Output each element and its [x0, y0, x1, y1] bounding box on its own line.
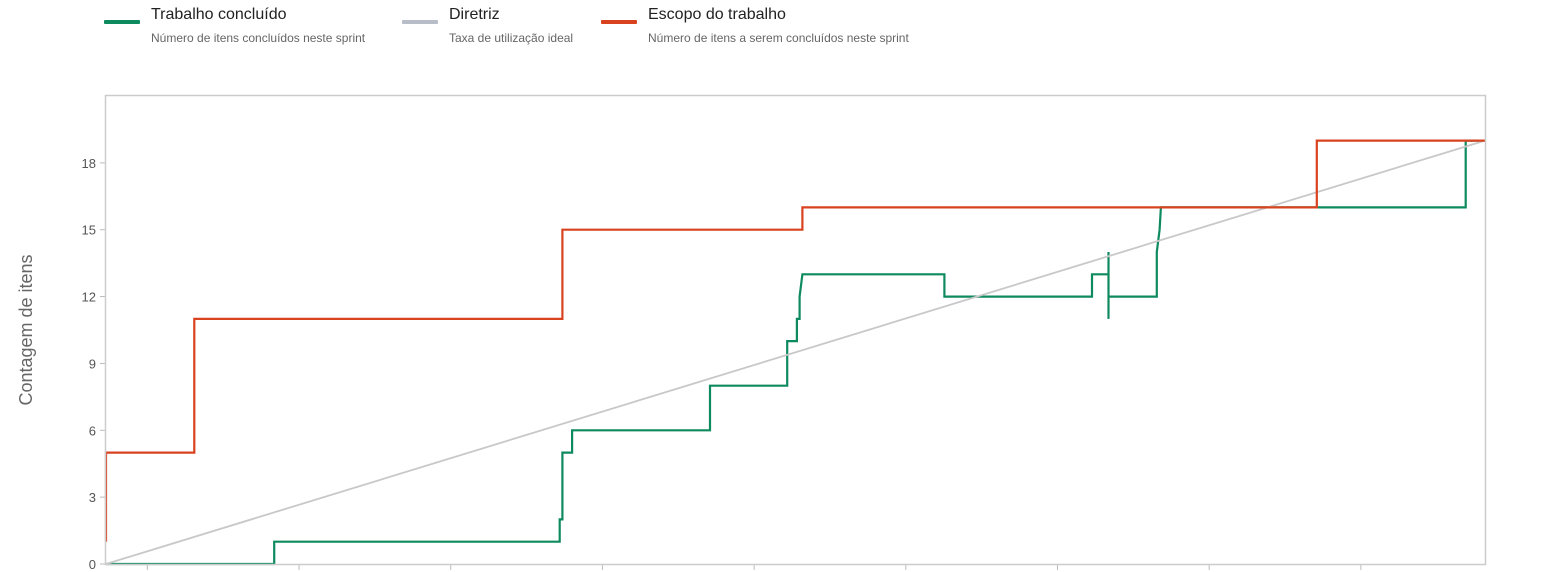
- y-axis: 0 3 6 9 12 15 18: [82, 156, 106, 572]
- legend-description: Número de itens concluídos neste sprint: [151, 31, 366, 45]
- y-tick-label: 15: [82, 223, 96, 238]
- series-line-escopo-do-trabalho[interactable]: [104, 139, 1485, 542]
- legend-title: Diretriz: [449, 6, 500, 23]
- legend-description: Taxa de utilização ideal: [449, 31, 574, 45]
- legend-title: Trabalho concluído: [151, 6, 287, 23]
- plot-area-frame: [104, 94, 1487, 566]
- y-tick-label: 12: [82, 290, 96, 305]
- series-line-diretriz[interactable]: [105, 139, 1486, 565]
- series-line-trabalho-conclu-do[interactable]: [106, 139, 1485, 566]
- legend-item-trabalho-concluido[interactable]: Trabalho concluído Número de itens concl…: [104, 6, 404, 56]
- y-tick-label: 6: [89, 423, 96, 438]
- series-layer: [104, 139, 1486, 566]
- legend-item-diretriz[interactable]: Diretriz Taxa de utilização ideal: [402, 6, 602, 56]
- y-tick-label: 3: [89, 490, 96, 505]
- line-swatch-icon: [104, 20, 140, 24]
- line-swatch-icon: [402, 20, 438, 24]
- y-tick-label: 9: [89, 356, 96, 371]
- legend-description: Número de itens a serem concluídos neste…: [648, 31, 909, 45]
- y-tick-label: 18: [82, 156, 96, 171]
- y-tick-label: 0: [89, 557, 96, 572]
- legend-item-escopo-do-trabalho[interactable]: Escopo do trabalho Número de itens a ser…: [601, 6, 961, 56]
- legend-title: Escopo do trabalho: [648, 6, 786, 23]
- line-swatch-icon: [601, 20, 637, 24]
- chart-legend: Trabalho concluído Número de itens concl…: [0, 0, 1541, 60]
- y-axis-title: Contagem de itens: [16, 254, 36, 405]
